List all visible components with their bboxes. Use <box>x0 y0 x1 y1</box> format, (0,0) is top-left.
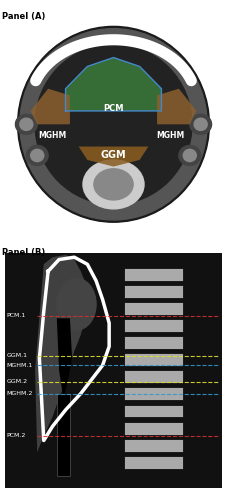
Ellipse shape <box>31 150 44 162</box>
Ellipse shape <box>190 114 212 134</box>
Polygon shape <box>66 58 161 111</box>
Ellipse shape <box>94 169 133 200</box>
Bar <box>124 404 183 417</box>
Polygon shape <box>157 88 196 124</box>
Ellipse shape <box>20 118 33 130</box>
Text: Panel (B): Panel (B) <box>2 248 46 256</box>
Bar <box>124 422 183 434</box>
Text: MGHM: MGHM <box>156 131 184 140</box>
Text: MGHM: MGHM <box>38 131 67 140</box>
Bar <box>124 370 183 383</box>
Text: MGHM.2: MGHM.2 <box>7 391 33 396</box>
Ellipse shape <box>57 278 96 330</box>
Text: PCM.1: PCM.1 <box>7 314 26 318</box>
Bar <box>124 388 183 400</box>
Text: MGHM.1: MGHM.1 <box>7 363 33 368</box>
Bar <box>124 438 183 452</box>
Ellipse shape <box>35 44 192 204</box>
Bar <box>124 353 183 366</box>
Bar <box>124 456 183 468</box>
Text: PCM.2: PCM.2 <box>7 434 26 438</box>
Text: PCM: PCM <box>103 104 124 113</box>
Ellipse shape <box>15 114 37 134</box>
Ellipse shape <box>179 146 201 166</box>
Text: GGM.1: GGM.1 <box>7 354 28 358</box>
Polygon shape <box>35 255 87 452</box>
Bar <box>57 394 70 476</box>
Bar <box>124 268 183 280</box>
Polygon shape <box>79 146 148 167</box>
Ellipse shape <box>18 26 209 222</box>
Polygon shape <box>31 88 70 124</box>
Ellipse shape <box>20 28 207 220</box>
Bar <box>124 285 183 298</box>
Ellipse shape <box>26 146 48 166</box>
Ellipse shape <box>83 160 144 209</box>
Ellipse shape <box>194 118 207 130</box>
Text: Panel (A): Panel (A) <box>2 12 46 22</box>
Bar <box>124 302 183 315</box>
Text: GGM.2: GGM.2 <box>7 380 28 384</box>
Ellipse shape <box>183 150 196 162</box>
Text: GGM: GGM <box>101 150 126 160</box>
Polygon shape <box>57 318 72 398</box>
Bar <box>124 319 183 332</box>
Bar <box>124 336 183 349</box>
